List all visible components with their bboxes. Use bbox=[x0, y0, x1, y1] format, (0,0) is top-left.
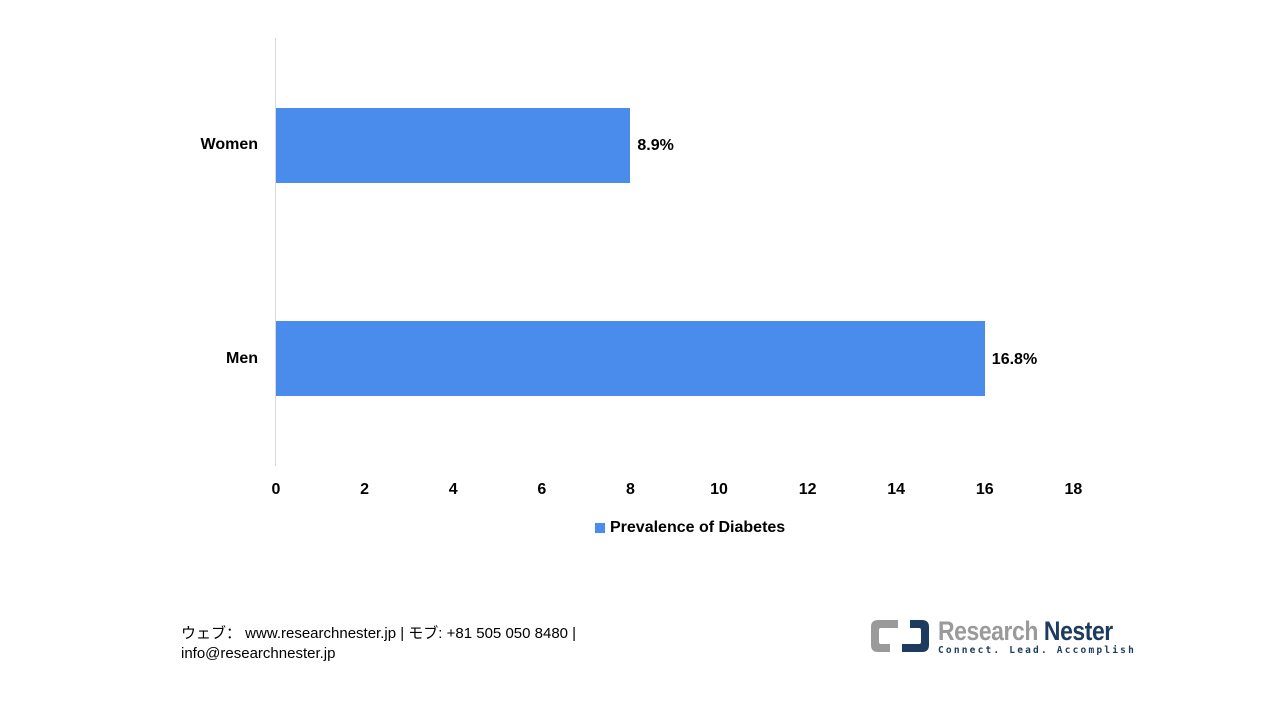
legend-label: Prevalence of Diabetes bbox=[610, 519, 786, 536]
contact-footer: ウェブ： www.researchnester.jp | モブ: +81 505… bbox=[181, 624, 576, 664]
data-label-women: 8.9% bbox=[637, 137, 674, 154]
tick-label: 8 bbox=[625, 481, 635, 498]
category-axis-line bbox=[275, 38, 276, 466]
tick-label: 4 bbox=[448, 481, 458, 498]
logo-mark-icon bbox=[868, 616, 932, 656]
tick-label: 14 bbox=[887, 481, 906, 498]
research-nester-logo: Research Nester Connect. Lead. Accomplis… bbox=[868, 616, 1144, 656]
tick-label: 12 bbox=[798, 481, 817, 498]
data-label-men: 16.8% bbox=[991, 351, 1038, 368]
bar-women bbox=[276, 108, 631, 183]
tick-label: 0 bbox=[271, 481, 281, 498]
category-label-women: Women bbox=[200, 136, 258, 153]
tick-label: 2 bbox=[360, 481, 370, 498]
tick-label: 18 bbox=[1064, 481, 1083, 498]
contact-line-1: ウェブ： www.researchnester.jp | モブ: +81 505… bbox=[181, 625, 577, 642]
tick-label: 6 bbox=[537, 481, 547, 498]
tick-label: 10 bbox=[710, 481, 728, 498]
bar-men bbox=[276, 321, 985, 396]
legend-swatch-icon bbox=[595, 523, 605, 533]
logo-tagline: Connect. Lead. Accomplish bbox=[938, 644, 1136, 656]
tick-label: 16 bbox=[975, 481, 994, 498]
legend: Prevalence of Diabetes bbox=[595, 519, 785, 537]
category-label-men: Men bbox=[226, 350, 258, 367]
logo-wordmark: Research Nester bbox=[938, 615, 1113, 646]
contact-line-2: info@researchnester.jp bbox=[181, 645, 336, 662]
